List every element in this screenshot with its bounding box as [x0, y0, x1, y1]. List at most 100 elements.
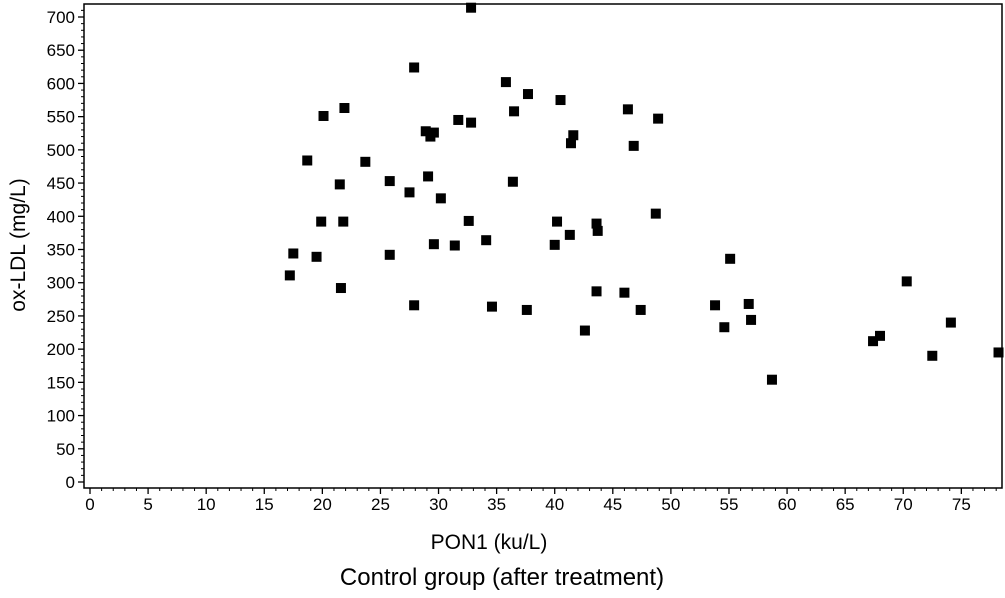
data-point — [619, 287, 630, 298]
y-tick-label: 100 — [47, 407, 75, 426]
data-point — [339, 103, 350, 114]
data-point — [481, 235, 492, 246]
y-axis-ticks: 0 50 100 150 200 250 300 350 400 450 500 550 600 650 7… — [47, 8, 84, 492]
data-point — [568, 130, 579, 141]
data-point — [564, 229, 575, 240]
x-axis-label: PON1 (ku/L) — [431, 531, 548, 554]
data-point — [635, 304, 646, 315]
data-point — [901, 276, 912, 287]
data-point — [334, 179, 345, 190]
x-tick-label: 50 — [661, 495, 680, 514]
data-point — [993, 347, 1004, 358]
x-tick-label: 35 — [487, 495, 506, 514]
data-point — [500, 77, 511, 88]
y-tick-label: 650 — [47, 41, 75, 60]
x-tick-label: 70 — [894, 495, 913, 514]
x-tick-label: 10 — [197, 495, 216, 514]
x-tick-label: 75 — [952, 495, 971, 514]
data-point — [579, 325, 590, 336]
data-point — [591, 286, 602, 297]
data-point — [466, 117, 477, 128]
x-tick-label: 20 — [313, 495, 332, 514]
y-tick-label: 350 — [47, 241, 75, 260]
data-point — [409, 300, 420, 311]
data-point — [549, 239, 560, 250]
data-point — [360, 156, 371, 167]
x-tick-label: 30 — [429, 495, 448, 514]
data-point — [766, 374, 777, 385]
y-tick-label: 400 — [47, 207, 75, 226]
data-point — [522, 89, 533, 100]
data-point — [316, 216, 327, 227]
data-point — [592, 225, 603, 236]
y-tick-label: 250 — [47, 307, 75, 326]
data-point — [466, 2, 477, 13]
data-point — [486, 301, 497, 312]
data-point — [725, 253, 736, 264]
data-point — [591, 218, 602, 229]
data-point — [428, 239, 439, 250]
data-point — [555, 95, 566, 106]
data-point — [746, 314, 757, 325]
x-tick-label: 65 — [836, 495, 855, 514]
data-point — [338, 216, 349, 227]
y-tick-label: 600 — [47, 74, 75, 93]
x-tick-label: 5 — [143, 495, 152, 514]
data-point — [653, 113, 664, 124]
x-tick-label: 0 — [85, 495, 94, 514]
data-point — [288, 248, 299, 259]
x-tick-label: 55 — [720, 495, 739, 514]
x-tick-label: 25 — [371, 495, 390, 514]
data-point — [628, 140, 639, 151]
data-point — [284, 270, 295, 281]
y-axis-label: ox-LDL (mg/L) — [7, 178, 30, 311]
data-point — [449, 240, 460, 251]
data-point — [302, 155, 313, 166]
data-point — [509, 106, 520, 117]
data-point — [404, 187, 415, 198]
data-point — [868, 336, 879, 347]
data-point — [420, 126, 431, 137]
data-point — [719, 322, 730, 333]
y-tick-label: 0 — [66, 473, 75, 492]
y-tick-label: 450 — [47, 174, 75, 193]
data-point — [875, 330, 886, 341]
data-point — [428, 127, 439, 138]
y-tick-label: 150 — [47, 373, 75, 392]
y-tick-label: 500 — [47, 141, 75, 160]
data-point — [710, 300, 721, 311]
data-point — [453, 114, 464, 125]
y-tick-label: 700 — [47, 8, 75, 27]
y-tick-label: 550 — [47, 108, 75, 127]
x-tick-label: 40 — [545, 495, 564, 514]
data-point — [384, 176, 395, 187]
x-tick-label: 60 — [778, 495, 797, 514]
data-point — [463, 215, 474, 226]
data-points — [284, 2, 1004, 385]
data-point — [335, 283, 346, 294]
data-point — [409, 62, 420, 73]
data-point — [743, 298, 754, 309]
data-point — [507, 176, 518, 187]
data-point — [311, 251, 322, 262]
x-tick-label: 45 — [603, 495, 622, 514]
data-point — [423, 171, 434, 182]
data-point — [521, 304, 532, 315]
data-point — [945, 317, 956, 328]
plot-frame — [83, 3, 1003, 489]
y-tick-label: 50 — [56, 440, 75, 459]
data-point — [650, 208, 661, 219]
data-point — [435, 193, 446, 204]
x-axis-ticks: 0 5 10 15 20 25 30 35 40 45 50 55 60 65 70 75 — [85, 488, 997, 514]
x-tick-label: 15 — [255, 495, 274, 514]
data-point — [565, 138, 576, 149]
data-point — [622, 104, 633, 115]
y-tick-label: 300 — [47, 274, 75, 293]
data-point — [384, 249, 395, 260]
data-point — [318, 110, 329, 121]
data-point — [552, 216, 563, 227]
data-point — [927, 350, 938, 361]
y-tick-label: 200 — [47, 340, 75, 359]
chart-caption: Control group (after treatment) — [340, 564, 664, 591]
